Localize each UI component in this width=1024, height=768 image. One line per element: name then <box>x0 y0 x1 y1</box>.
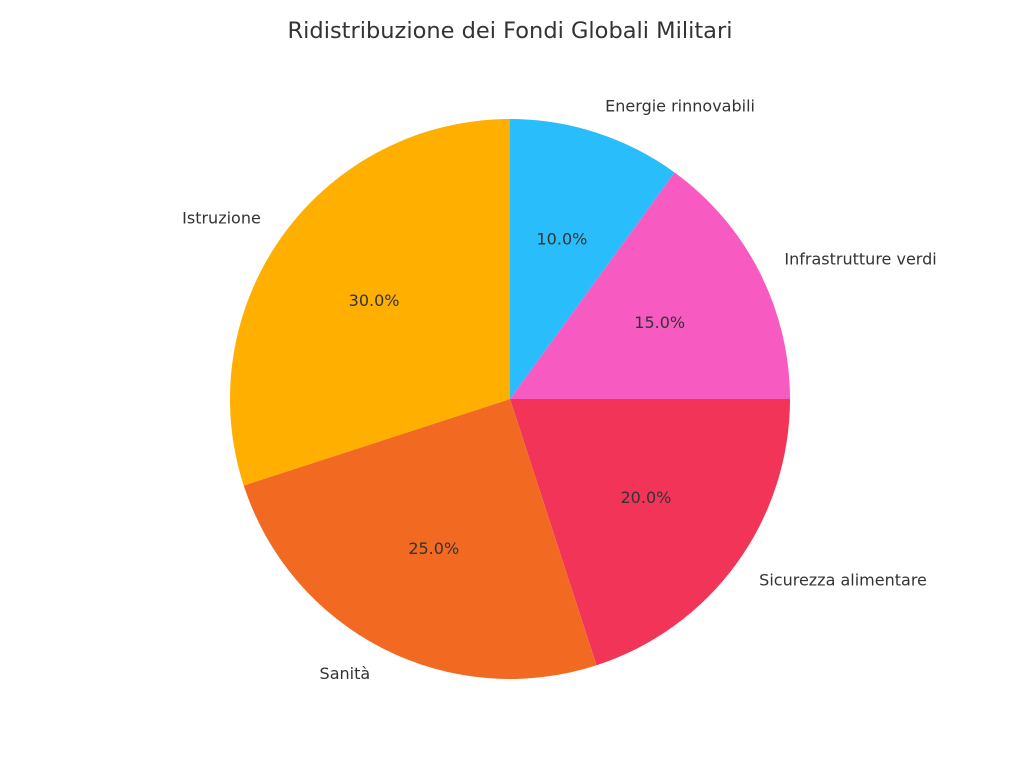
pie-slice-istruzione <box>229 119 510 486</box>
pie-slice-energie-rinnovabili <box>510 119 675 399</box>
slice-label-sanita: Sanità <box>320 664 371 683</box>
pie-labels: 10.0% Energie rinnovabili 15.0% Infrastrutt… <box>182 97 937 683</box>
slice-label-istruzione: Istruzione <box>182 208 261 227</box>
pie-slice-sanita <box>243 399 597 680</box>
pie-slice-infrastrutture-verdi <box>510 172 790 399</box>
slice-label-sicurezza-alimentare: Sicurezza alimentare <box>759 571 927 590</box>
slice-label-infrastrutture-verdi: Infrastrutture verdi <box>784 250 936 269</box>
slice-label-energie-rinnovabili: Energie rinnovabili <box>605 97 755 116</box>
pie-slice-sicurezza-alimentare <box>510 399 791 666</box>
pct-label-sanita: 25.0% <box>408 539 459 558</box>
pct-label-istruzione: 30.0% <box>349 291 400 310</box>
pct-label-infrastrutture-verdi: 15.0% <box>634 313 685 332</box>
chart-title: Ridistribuzione dei Fondi Globali Milita… <box>288 18 733 44</box>
pct-label-sicurezza-alimentare: 20.0% <box>621 488 672 507</box>
pct-label-energie-rinnovabili: 10.0% <box>537 230 588 249</box>
pie-slices <box>229 119 791 680</box>
